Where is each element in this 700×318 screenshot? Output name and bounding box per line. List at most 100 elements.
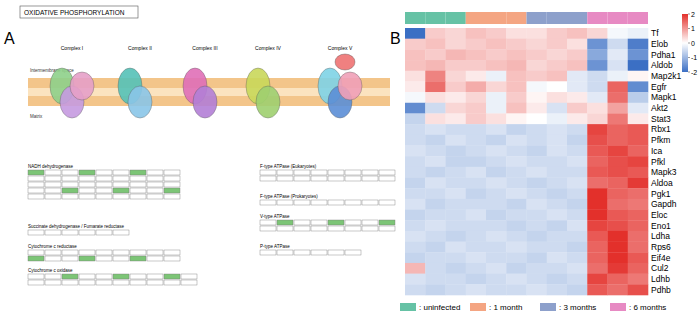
row-label: Pgk1 bbox=[651, 189, 671, 199]
heatmap-cell bbox=[425, 242, 446, 253]
heatmap-cell bbox=[405, 81, 426, 92]
heatmap-cell bbox=[506, 71, 527, 82]
heatmap-cell bbox=[446, 167, 467, 178]
gene-box bbox=[294, 170, 310, 175]
heatmap-cell bbox=[446, 28, 467, 39]
heatmap-cell bbox=[466, 39, 487, 50]
heatmap-cell bbox=[486, 231, 507, 242]
heatmap-cell bbox=[608, 156, 629, 167]
heatmap-cell bbox=[506, 231, 527, 242]
heatmap-cell bbox=[527, 113, 548, 124]
heatmap-cell bbox=[567, 28, 588, 39]
heatmap-cell bbox=[466, 71, 487, 82]
gene-box bbox=[79, 230, 95, 235]
heatmap-cell bbox=[405, 220, 426, 231]
table-title: Cytochrome c reductase bbox=[28, 244, 77, 249]
heatmap-cell bbox=[466, 124, 487, 135]
heatmap-cell bbox=[466, 28, 487, 39]
gene-box bbox=[45, 230, 61, 235]
row-label: Cul2 bbox=[651, 263, 669, 273]
heatmap-cell bbox=[405, 39, 426, 50]
heatmap-cell bbox=[486, 103, 507, 114]
heatmap-cell bbox=[567, 231, 588, 242]
heatmap-cell bbox=[587, 113, 608, 124]
heatmap-cell bbox=[446, 178, 467, 189]
heatmap-cell bbox=[628, 135, 649, 146]
gene-box bbox=[345, 170, 361, 175]
heatmap-cell bbox=[506, 92, 527, 103]
gene-box bbox=[311, 250, 327, 255]
heatmap-cell bbox=[547, 156, 568, 167]
gene-box bbox=[62, 280, 78, 285]
heatmap-cell bbox=[587, 231, 608, 242]
row-label: Mapk1 bbox=[651, 92, 677, 102]
gene-box bbox=[345, 200, 361, 205]
heatmap-cell bbox=[527, 252, 548, 263]
heatmap-cell bbox=[527, 49, 548, 60]
gene-box bbox=[113, 194, 129, 199]
heatmap-cell bbox=[466, 103, 487, 114]
heatmap-cell bbox=[527, 284, 548, 295]
heatmap-cell bbox=[608, 71, 629, 82]
gene-box bbox=[130, 194, 146, 199]
heatmap-cell bbox=[506, 252, 527, 263]
heatmap-cell bbox=[587, 71, 608, 82]
gene-box bbox=[130, 188, 146, 193]
heatmap-cell bbox=[405, 178, 426, 189]
heatmap-cell bbox=[567, 103, 588, 114]
gene-box bbox=[328, 220, 344, 225]
gene-box bbox=[96, 176, 112, 181]
heatmap-cell bbox=[405, 103, 426, 114]
panel-label: A bbox=[4, 30, 15, 47]
gene-box bbox=[181, 280, 197, 285]
complex-label: Complex IV bbox=[255, 45, 282, 51]
group-annotation bbox=[506, 12, 526, 24]
heatmap-cell bbox=[547, 167, 568, 178]
row-label: Mapk3 bbox=[651, 167, 677, 177]
gene-box bbox=[96, 194, 112, 199]
heatmap-cell bbox=[405, 242, 426, 253]
heatmap-cell bbox=[547, 124, 568, 135]
table-title: P-type ATPase bbox=[260, 244, 290, 249]
gene-box bbox=[28, 194, 44, 199]
heatmap-cell bbox=[567, 145, 588, 156]
gene-box bbox=[328, 200, 344, 205]
heatmap-cell bbox=[527, 145, 548, 156]
group-annotation bbox=[567, 12, 587, 24]
heatmap-cell bbox=[466, 113, 487, 124]
row-label: Tf bbox=[651, 28, 659, 38]
heatmap-cell bbox=[567, 210, 588, 221]
heatmap-cell bbox=[547, 242, 568, 253]
row-label: Rps6 bbox=[651, 242, 671, 252]
heatmap-cell bbox=[567, 284, 588, 295]
gene-box bbox=[113, 176, 129, 181]
heatmap-cell bbox=[486, 135, 507, 146]
heatmap-cell bbox=[547, 92, 568, 103]
gene-box bbox=[147, 280, 163, 285]
heatmap-cell bbox=[425, 274, 446, 285]
heatmap-cell bbox=[608, 242, 629, 253]
gene-box bbox=[147, 182, 163, 187]
gene-box bbox=[45, 280, 61, 285]
heatmap-cell bbox=[567, 178, 588, 189]
heatmap-cell bbox=[527, 199, 548, 210]
gene-box bbox=[311, 220, 327, 225]
heatmap-cell bbox=[547, 178, 568, 189]
heatmap-cell bbox=[446, 103, 467, 114]
gene-box bbox=[130, 182, 146, 187]
heatmap-cell bbox=[628, 231, 649, 242]
gene-box bbox=[45, 188, 61, 193]
heatmap-cell bbox=[486, 199, 507, 210]
gene-box bbox=[147, 176, 163, 181]
gene-box bbox=[113, 280, 129, 285]
title-box bbox=[20, 6, 138, 18]
gene-box bbox=[28, 230, 44, 235]
row-label: Pdhb bbox=[651, 285, 671, 295]
gene-box bbox=[260, 170, 276, 175]
heatmap-cell bbox=[506, 199, 527, 210]
row-label: Elob bbox=[651, 39, 668, 49]
gene-box bbox=[113, 230, 129, 235]
heatmap-cell bbox=[567, 49, 588, 60]
gene-box bbox=[28, 274, 44, 279]
heatmap-cell bbox=[405, 145, 426, 156]
